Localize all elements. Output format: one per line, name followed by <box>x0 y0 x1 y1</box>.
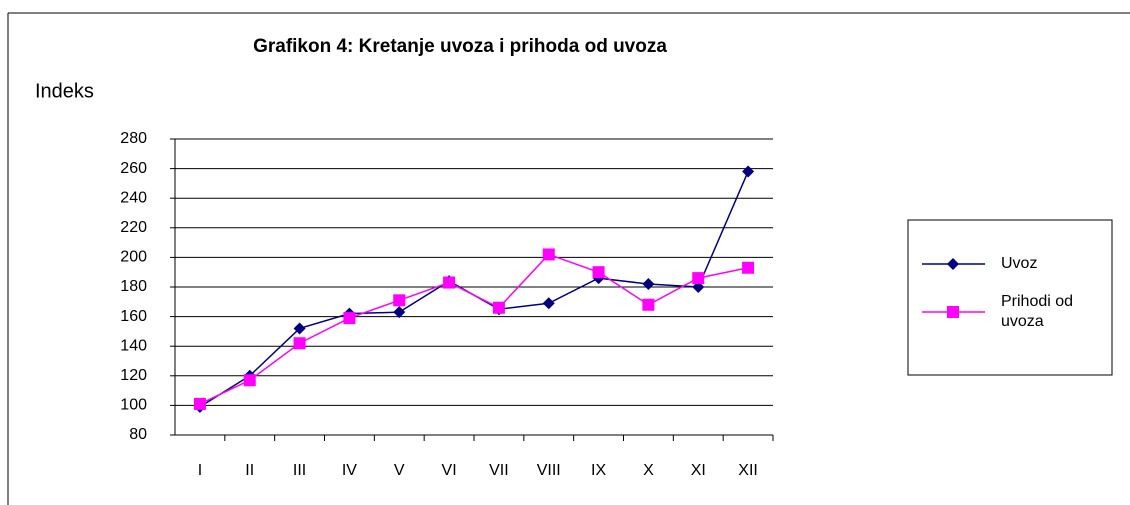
y-tick-label: 220 <box>120 219 147 236</box>
data-point <box>692 272 705 285</box>
data-point <box>492 301 505 314</box>
x-tick-label: XI <box>691 462 706 479</box>
y-tick-label: 180 <box>120 278 147 295</box>
data-point <box>642 298 655 311</box>
series-line <box>199 253 749 405</box>
x-tick-label: II <box>245 462 254 479</box>
x-tick-label: V <box>394 462 405 479</box>
data-point <box>293 337 306 350</box>
x-tick-label: III <box>293 462 306 479</box>
y-tick-label: 160 <box>120 308 147 325</box>
x-tick-label: IV <box>342 462 357 479</box>
x-tick-label: IX <box>591 462 606 479</box>
legend-label: Prihodi od uvoza <box>1001 293 1074 330</box>
y-tick-label: 200 <box>120 249 147 266</box>
legend-marker <box>947 306 959 318</box>
data-point <box>343 312 356 325</box>
y-tick-label: 140 <box>120 337 147 354</box>
legend-label: Uvoz <box>1001 255 1038 272</box>
x-tick-label: XII <box>738 462 758 479</box>
data-point <box>542 248 555 261</box>
legend-marker <box>947 258 959 270</box>
x-tick-label: X <box>643 462 654 479</box>
data-point <box>592 266 605 279</box>
data-point <box>393 294 406 307</box>
data-point <box>193 397 206 410</box>
y-tick-label: 100 <box>120 397 147 414</box>
data-point <box>742 261 755 274</box>
data-point <box>293 322 306 335</box>
data-point <box>443 276 456 289</box>
y-tick-label: 240 <box>120 189 147 206</box>
legend-box <box>907 219 1113 376</box>
data-point <box>542 297 555 310</box>
data-point <box>393 306 406 319</box>
y-tick-label: 80 <box>129 426 147 443</box>
data-point <box>642 278 655 291</box>
data-point <box>243 374 256 387</box>
x-tick-label: VII <box>489 462 509 479</box>
y-axis-label: Indeks <box>35 80 94 102</box>
x-tick-label: I <box>198 462 202 479</box>
x-tick-label: VI <box>442 462 457 479</box>
chart-title: Grafikon 4: Kretanje uvoza i prihoda od … <box>253 36 667 57</box>
y-tick-label: 280 <box>120 130 147 147</box>
x-tick-label: VIII <box>537 462 561 479</box>
series-line <box>199 171 749 408</box>
data-point <box>742 165 755 178</box>
y-tick-label: 120 <box>120 367 147 384</box>
y-tick-label: 260 <box>120 160 147 177</box>
